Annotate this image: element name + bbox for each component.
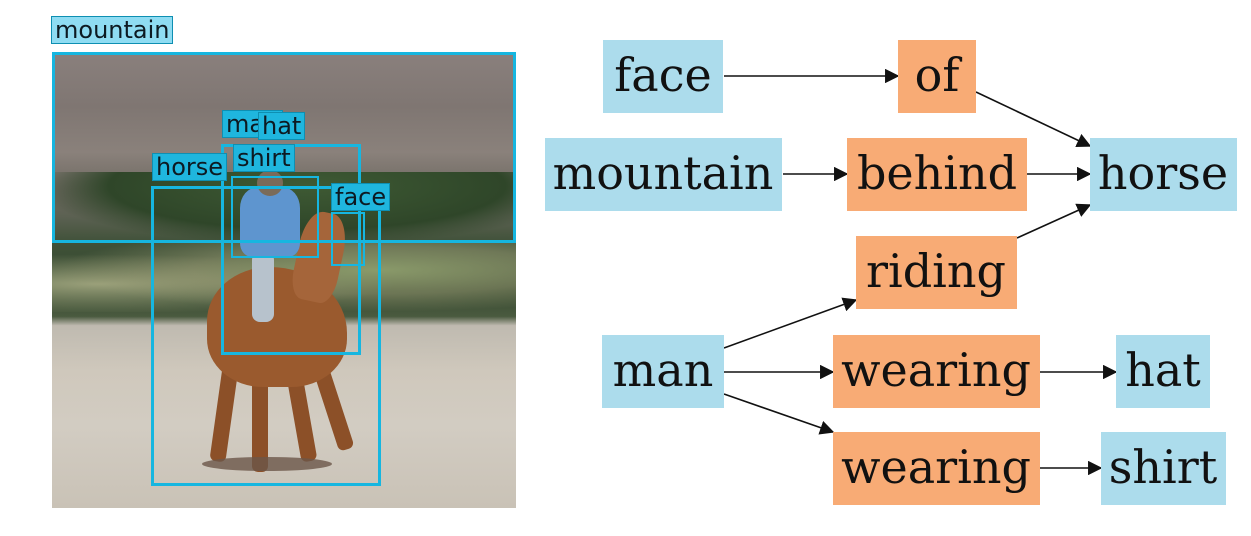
node-man-label: man [613, 343, 714, 397]
node-face-label: face [614, 48, 711, 102]
node-wearing-shirt: wearing [833, 432, 1040, 505]
node-mountain-box [545, 138, 782, 211]
node-riding: riding [856, 236, 1017, 309]
photo-horse-leg [252, 362, 268, 472]
bbox-face [331, 212, 365, 266]
graph-edges [723, 68, 1118, 476]
bbox-shirt [231, 176, 319, 258]
label-horse: horse [152, 153, 228, 181]
photo-rider-shirt [240, 187, 300, 257]
node-man-box [602, 335, 724, 408]
photo-debris [202, 457, 332, 471]
node-wearing-hat-label: wearing [841, 343, 1031, 397]
node-hat: hat [1116, 335, 1210, 408]
node-horse-box [1090, 138, 1237, 211]
photo-rider-head [257, 170, 283, 196]
node-wearing-hat: wearing [833, 335, 1040, 408]
node-wearing-shirt-label: wearing [841, 440, 1031, 494]
node-riding-label: riding [866, 244, 1006, 298]
node-shirt: shirt [1101, 432, 1226, 505]
node-mountain-label: mountain [553, 146, 774, 200]
label-hat: hat [258, 112, 306, 140]
bbox-mountain [52, 52, 516, 243]
label-mountain: mountain [51, 16, 174, 44]
node-of: of [898, 40, 976, 113]
label-shirt: shirt [233, 144, 295, 172]
node-face-box [603, 40, 723, 113]
node-wearing-hat-box [833, 335, 1040, 408]
node-face: face [603, 40, 723, 113]
node-horse-label: horse [1098, 146, 1228, 200]
edge-man-wearing-2 [723, 393, 835, 435]
node-shirt-box [1101, 432, 1226, 505]
node-behind-box [847, 138, 1027, 211]
node-horse: horse [1090, 138, 1237, 211]
node-wearing-shirt-box [833, 432, 1040, 505]
node-riding-box [856, 236, 1017, 309]
bbox-horse [151, 186, 381, 486]
label-face: face [331, 183, 391, 211]
node-of-box [898, 40, 976, 113]
node-hat-box [1116, 335, 1210, 408]
node-behind: behind [847, 138, 1027, 211]
node-mountain: mountain [545, 138, 782, 211]
node-man: man [602, 335, 724, 408]
node-hat-label: hat [1125, 343, 1201, 397]
edge-man-riding [723, 297, 858, 349]
node-of-label: of [915, 48, 963, 102]
photo-rider-legs [252, 252, 274, 322]
edge-of-horse [975, 91, 1092, 147]
node-shirt-label: shirt [1109, 440, 1218, 494]
edge-riding-horse [1016, 203, 1092, 239]
node-behind-label: behind [857, 146, 1017, 200]
